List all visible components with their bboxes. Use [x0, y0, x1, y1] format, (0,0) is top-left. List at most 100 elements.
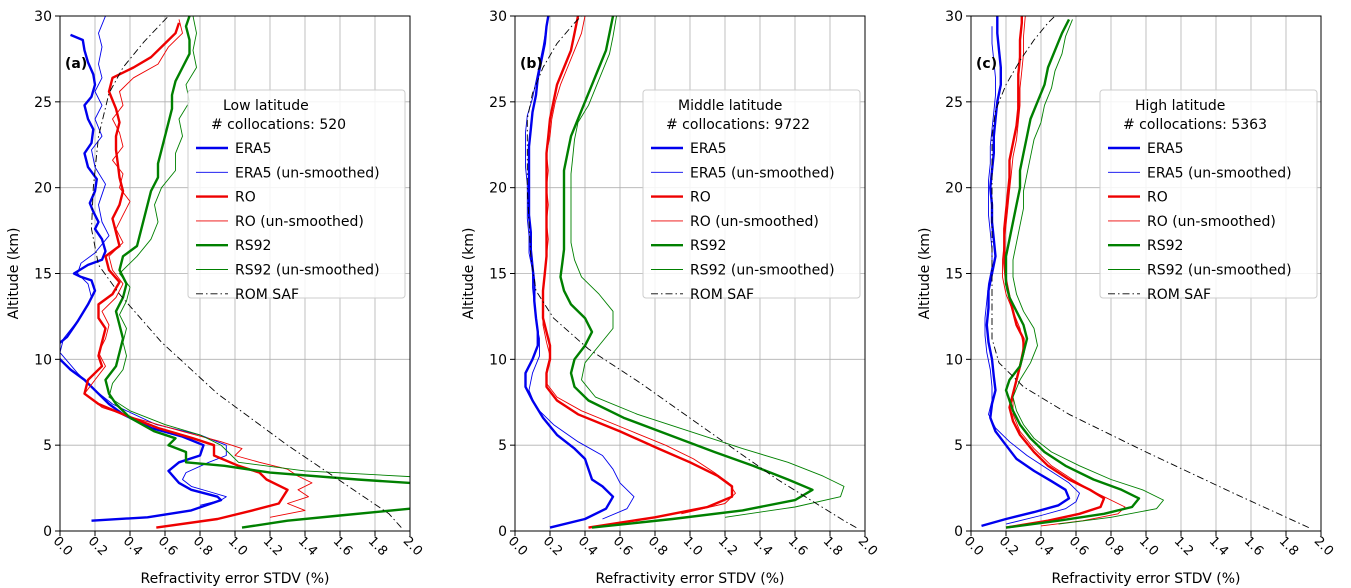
y-tick-label: 20 — [945, 181, 963, 197]
x-tick-label: 0.8 — [645, 534, 670, 559]
x-axis-label: Refractivity error STDV (%) — [1051, 571, 1240, 587]
chart-panel-1: 0.0 0.2 0.4 0.6 0.8 1.0 1.2 1.4 1.6 1.8 2.0 0 5 10 15 2… — [6, 9, 425, 587]
legend-label: RO (un-smoothed) — [690, 214, 819, 230]
y-axis-label: Altitude (km) — [917, 228, 933, 320]
series-line — [525, 26, 635, 520]
y-tick-label: 5 — [498, 438, 507, 454]
x-tick-label: 0.2 — [540, 534, 565, 559]
series-line — [60, 33, 223, 522]
chart-panel-2: 0.0 0.2 0.4 0.6 0.8 1.0 1.2 1.4 1.6 1.8 2.0 0 5 10 15 2… — [461, 9, 880, 587]
legend-box — [642, 89, 861, 299]
legend-title: Low latitude — [223, 98, 309, 114]
legend-label: ERA5 — [690, 141, 727, 157]
y-tick-label: 10 — [34, 352, 52, 368]
legend-label: RS92 (un-smoothed) — [690, 263, 835, 279]
legend-label: ROM SAF — [235, 287, 299, 303]
legend-label: ERA5 — [235, 141, 272, 157]
y-tick-label: 0 — [954, 524, 963, 540]
x-tick-label: 0.4 — [1031, 534, 1056, 559]
x-tick-label: 0.6 — [610, 534, 635, 559]
series-line — [1003, 16, 1106, 529]
x-tick-label: 1.0 — [225, 534, 250, 559]
y-tick-label: 15 — [34, 267, 52, 283]
legend-label: RS92 — [235, 238, 271, 254]
x-tick-label: 0.4 — [575, 534, 600, 559]
y-tick-label: 25 — [489, 95, 507, 111]
series-line — [1012, 19, 1164, 525]
series-line — [91, 16, 402, 528]
y-axis-label: Altitude (km) — [6, 228, 22, 320]
y-tick-label: 15 — [489, 267, 507, 283]
x-tick-label: 1.6 — [1241, 534, 1266, 559]
x-tick-label: 1.2 — [260, 534, 285, 559]
series-line — [108, 16, 410, 478]
y-tick-label: 10 — [489, 352, 507, 368]
series-line — [570, 16, 845, 518]
panel-label: (c) — [976, 56, 997, 72]
x-tick-label: 0.2 — [85, 534, 110, 559]
legend-label: RO (un-smoothed) — [235, 214, 364, 230]
x-tick-label: 0.6 — [155, 534, 180, 559]
series-line — [83, 22, 289, 529]
series-line — [104, 16, 410, 529]
x-tick-label: 1.0 — [680, 534, 705, 559]
x-tick-label: 0.0 — [505, 534, 530, 559]
y-tick-label: 5 — [43, 438, 52, 454]
x-tick-label: 1.0 — [1136, 534, 1161, 559]
x-tick-label: 1.8 — [365, 534, 390, 559]
x-tick-label: 1.8 — [1276, 534, 1301, 559]
x-axis-label: Refractivity error STDV (%) — [595, 571, 784, 587]
legend-label: ROM SAF — [690, 287, 754, 303]
x-tick-label: 1.4 — [1206, 534, 1231, 559]
legend-label: RS92 — [1147, 238, 1183, 254]
panel-label: (a) — [65, 56, 87, 72]
legend-label: ERA5 — [1147, 141, 1184, 157]
x-tick-label: 2.0 — [400, 534, 425, 559]
y-axis-label: Altitude (km) — [461, 228, 477, 320]
y-tick-label: 30 — [489, 9, 507, 25]
legend-label: RS92 (un-smoothed) — [235, 263, 380, 279]
x-tick-label: 1.8 — [820, 534, 845, 559]
y-tick-label: 20 — [34, 181, 52, 197]
series-line — [1002, 16, 1126, 527]
series-line — [1004, 18, 1141, 529]
y-tick-label: 10 — [945, 352, 963, 368]
y-tick-label: 30 — [34, 9, 52, 25]
x-tick-label: 0.8 — [190, 534, 215, 559]
x-tick-label: 1.4 — [295, 534, 320, 559]
legend-label: ERA5 (un-smoothed) — [235, 165, 380, 181]
y-tick-label: 25 — [34, 95, 52, 111]
series-line — [84, 19, 313, 518]
legend-title: High latitude — [1135, 98, 1225, 114]
legend-box — [1099, 89, 1318, 299]
legend-label: ERA5 (un-smoothed) — [1147, 165, 1292, 181]
series-line — [542, 16, 736, 515]
x-tick-label: 0.2 — [996, 534, 1021, 559]
x-tick-label: 2.0 — [1311, 534, 1336, 559]
y-tick-label: 20 — [489, 181, 507, 197]
x-tick-label: 1.2 — [1171, 534, 1196, 559]
legend-label: RO (un-smoothed) — [1147, 214, 1276, 230]
x-tick-label: 0.0 — [50, 534, 75, 559]
series-line — [559, 16, 814, 529]
x-tick-label: 0.6 — [1066, 534, 1091, 559]
series-line — [524, 16, 615, 529]
y-tick-label: 15 — [945, 267, 963, 283]
legend-label: ERA5 (un-smoothed) — [690, 165, 835, 181]
y-tick-label: 30 — [945, 9, 963, 25]
legend-title: Middle latitude — [678, 98, 782, 114]
series-line — [981, 16, 1071, 528]
legend-label: RS92 — [690, 238, 726, 254]
x-tick-label: 0.4 — [120, 534, 145, 559]
panel-label: (b) — [520, 56, 543, 72]
x-tick-label: 2.0 — [855, 534, 880, 559]
series-line — [526, 16, 857, 528]
legend-label: RO — [235, 190, 256, 206]
legend-subtitle: # collocations: 520 — [211, 117, 346, 133]
x-tick-label: 0.8 — [1101, 534, 1126, 559]
series-line — [60, 16, 227, 506]
y-tick-label: 0 — [498, 524, 507, 540]
x-tick-label: 1.2 — [715, 534, 740, 559]
chart-panel-3: 0.0 0.2 0.4 0.6 0.8 1.0 1.2 1.4 1.6 1.8 2.0 0 5 10 15 2… — [917, 9, 1336, 587]
